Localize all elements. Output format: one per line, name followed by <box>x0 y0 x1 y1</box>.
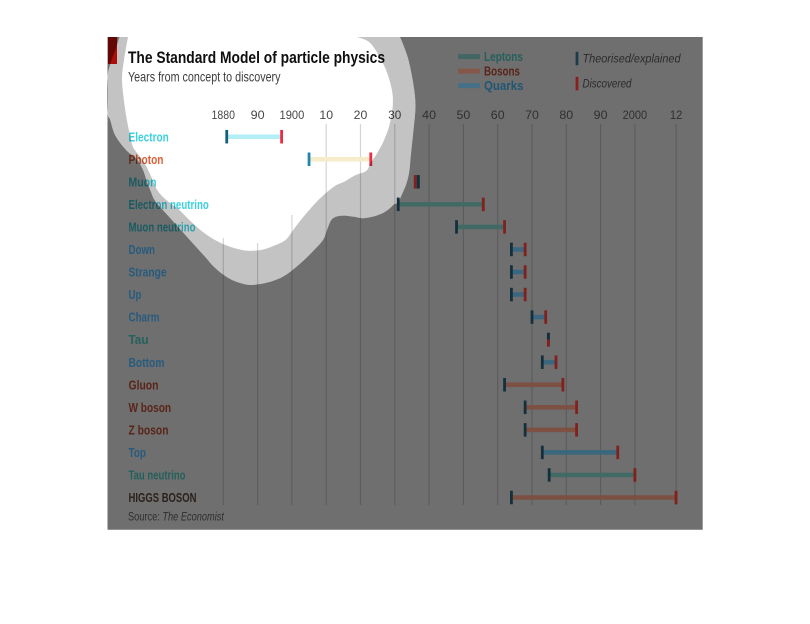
svg-text:10: 10 <box>319 108 333 122</box>
svg-text:80: 80 <box>559 108 573 122</box>
svg-text:Source: The Economist: Source: The Economist <box>128 512 225 524</box>
svg-text:Tau neutrino: Tau neutrino <box>129 468 186 483</box>
svg-text:60: 60 <box>491 108 505 122</box>
svg-text:Quarks: Quarks <box>484 79 524 93</box>
svg-text:1900: 1900 <box>280 108 305 122</box>
svg-text:90: 90 <box>594 108 608 122</box>
svg-text:Tau: Tau <box>129 332 149 347</box>
svg-text:Up: Up <box>129 287 142 302</box>
svg-text:1880: 1880 <box>212 108 236 122</box>
svg-text:Discovered: Discovered <box>583 77 633 91</box>
svg-text:Top: Top <box>129 445 147 460</box>
svg-text:Charm: Charm <box>129 310 160 325</box>
svg-text:Bosons: Bosons <box>484 65 520 79</box>
svg-text:70: 70 <box>525 108 539 122</box>
svg-text:Gluon: Gluon <box>129 377 159 392</box>
svg-text:HIGGS BOSON: HIGGS BOSON <box>129 490 197 505</box>
svg-text:12: 12 <box>670 108 683 122</box>
svg-text:2000: 2000 <box>623 108 648 122</box>
svg-text:40: 40 <box>422 108 436 122</box>
svg-text:50: 50 <box>457 108 471 122</box>
svg-text:Leptons: Leptons <box>484 50 523 64</box>
svg-text:Strange: Strange <box>129 265 167 280</box>
svg-text:90: 90 <box>251 108 265 122</box>
svg-text:W boson: W boson <box>129 400 172 415</box>
svg-text:Z boson: Z boson <box>129 423 169 438</box>
svg-text:30: 30 <box>388 108 401 122</box>
svg-text:Theorised/explained: Theorised/explained <box>583 52 682 66</box>
svg-text:Years from concept to discover: Years from concept to discovery <box>128 69 281 85</box>
svg-text:Electron: Electron <box>129 129 169 144</box>
svg-text:Bottom: Bottom <box>129 355 165 370</box>
svg-text:20: 20 <box>354 108 368 122</box>
svg-text:The Standard Model of particle: The Standard Model of particle physics <box>128 48 385 67</box>
svg-text:Down: Down <box>129 242 156 257</box>
